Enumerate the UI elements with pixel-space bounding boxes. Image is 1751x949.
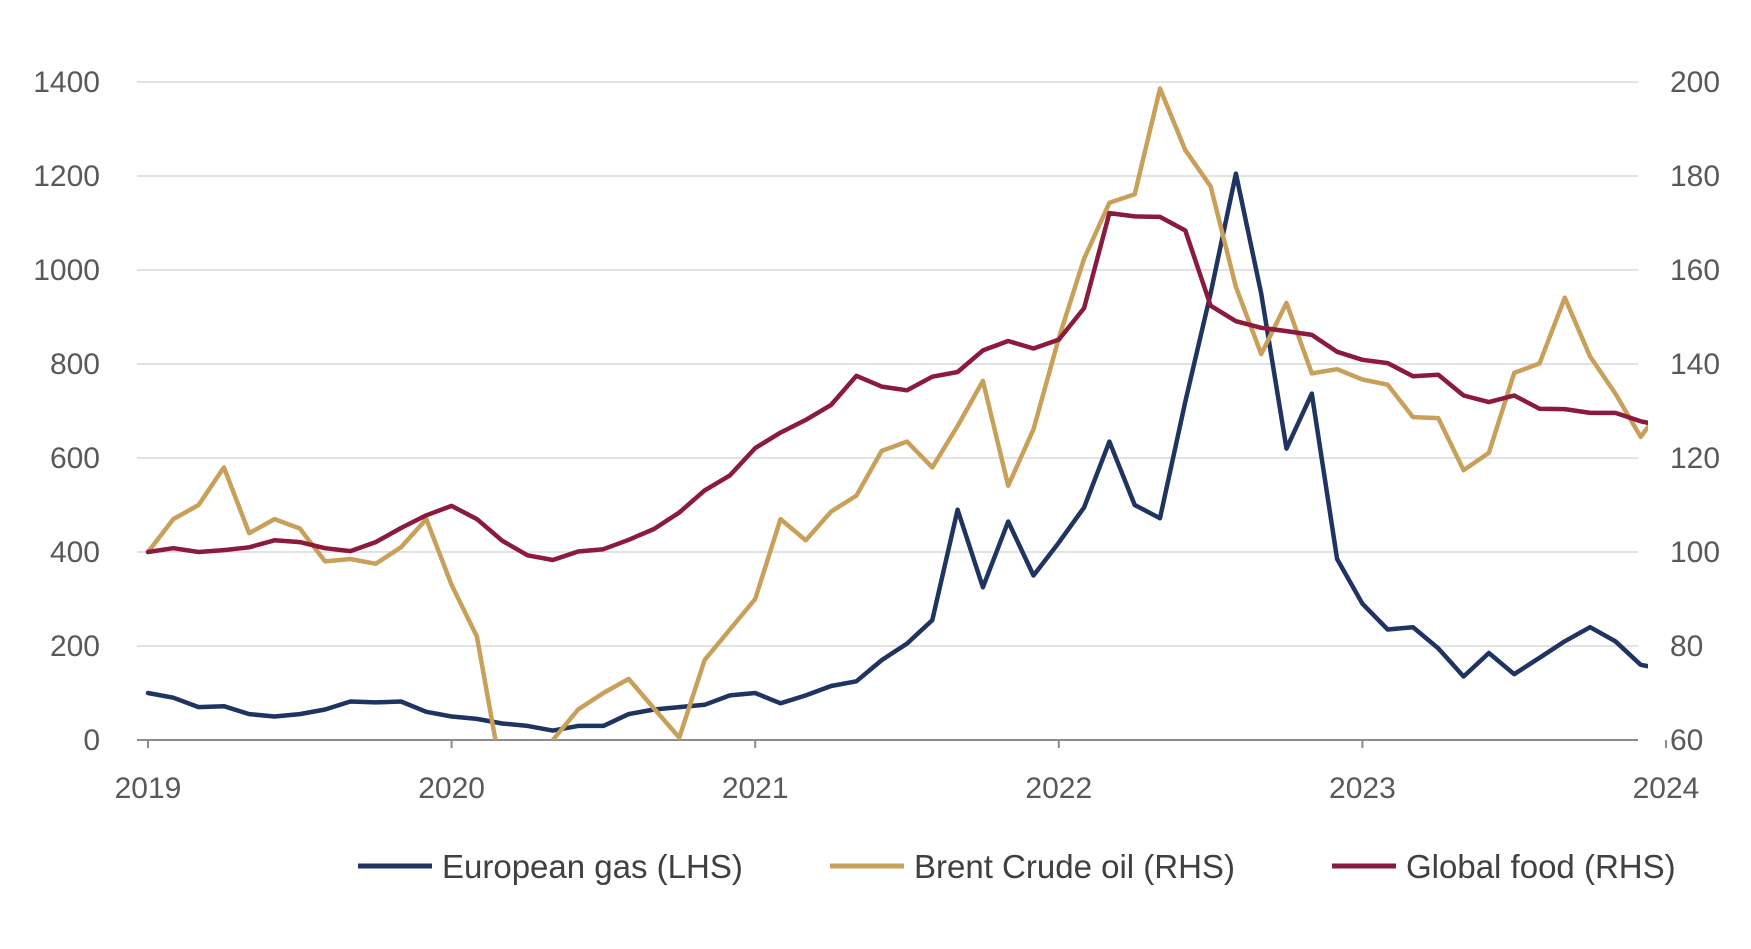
- series-line-1: [145, 171, 1648, 733]
- left-tick-label: 1000: [33, 254, 100, 287]
- legend-label: Global food (RHS): [1406, 848, 1676, 885]
- left-tick-label: 200: [50, 630, 100, 663]
- right-tick-label: 160: [1670, 254, 1720, 287]
- gridlines: [137, 81, 1638, 647]
- x-tick-label: 2020: [418, 772, 485, 805]
- series-lines: [145, 86, 1648, 740]
- x-tick-label: 2019: [115, 772, 182, 805]
- x-axis-ticks: 2019 2020 2021 2022 2023 2024: [115, 772, 1700, 805]
- legend: European gas (LHS) Brent Crude oil (RHS) G…: [358, 848, 1676, 885]
- series-line-2: [145, 86, 1648, 740]
- right-axis-ticks: 60 80 100 120 140 160 180 200: [1670, 66, 1720, 757]
- axes: [137, 739, 1667, 748]
- right-tick-label: 180: [1670, 160, 1720, 193]
- x-tick-label: 2021: [722, 772, 789, 805]
- left-tick-label: 800: [50, 348, 100, 381]
- left-tick-label: 400: [50, 536, 100, 569]
- left-axis-ticks: 0 200 400 600 800 1000 1200 1400: [33, 66, 100, 757]
- left-tick-label: 1200: [33, 160, 100, 193]
- series-line-3: [145, 210, 1648, 563]
- right-tick-label: 120: [1670, 442, 1720, 475]
- left-tick-label: 1400: [33, 66, 100, 99]
- legend-label: European gas (LHS): [442, 848, 743, 885]
- right-tick-label: 200: [1670, 66, 1720, 99]
- right-tick-label: 80: [1670, 630, 1703, 663]
- left-tick-label: 600: [50, 442, 100, 475]
- left-tick-label: 0: [83, 724, 100, 757]
- x-tick-label: 2023: [1329, 772, 1396, 805]
- legend-label: Brent Crude oil (RHS): [914, 848, 1235, 885]
- x-tick-label: 2024: [1633, 772, 1700, 805]
- x-tick-label: 2022: [1025, 772, 1092, 805]
- right-tick-label: 60: [1670, 724, 1703, 757]
- right-tick-label: 140: [1670, 348, 1720, 381]
- right-tick-label: 100: [1670, 536, 1720, 569]
